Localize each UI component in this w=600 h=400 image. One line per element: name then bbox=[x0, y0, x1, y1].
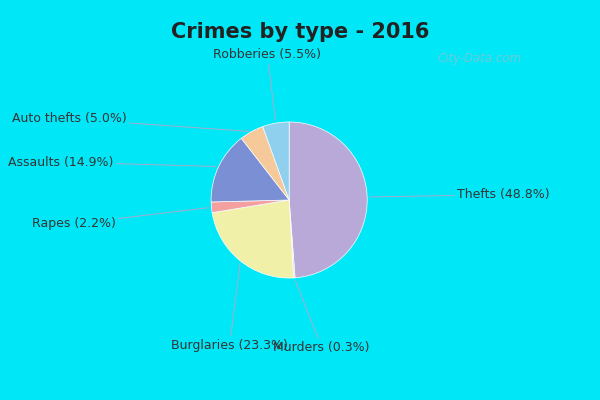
Wedge shape bbox=[241, 126, 289, 200]
Wedge shape bbox=[211, 200, 289, 213]
Text: Thefts (48.8%): Thefts (48.8%) bbox=[370, 188, 550, 201]
Wedge shape bbox=[212, 200, 293, 278]
Text: Murders (0.3%): Murders (0.3%) bbox=[274, 280, 370, 354]
Text: Auto thefts (5.0%): Auto thefts (5.0%) bbox=[12, 112, 249, 132]
Text: Burglaries (23.3%): Burglaries (23.3%) bbox=[171, 264, 288, 352]
Wedge shape bbox=[289, 122, 367, 278]
Text: Rapes (2.2%): Rapes (2.2%) bbox=[32, 208, 209, 230]
Wedge shape bbox=[211, 138, 289, 202]
Wedge shape bbox=[263, 122, 289, 200]
Text: Assaults (14.9%): Assaults (14.9%) bbox=[8, 156, 216, 168]
Text: City-Data.com: City-Data.com bbox=[438, 52, 522, 65]
Wedge shape bbox=[289, 200, 295, 278]
Text: Crimes by type - 2016: Crimes by type - 2016 bbox=[171, 22, 429, 42]
Text: Robberies (5.5%): Robberies (5.5%) bbox=[214, 48, 322, 120]
